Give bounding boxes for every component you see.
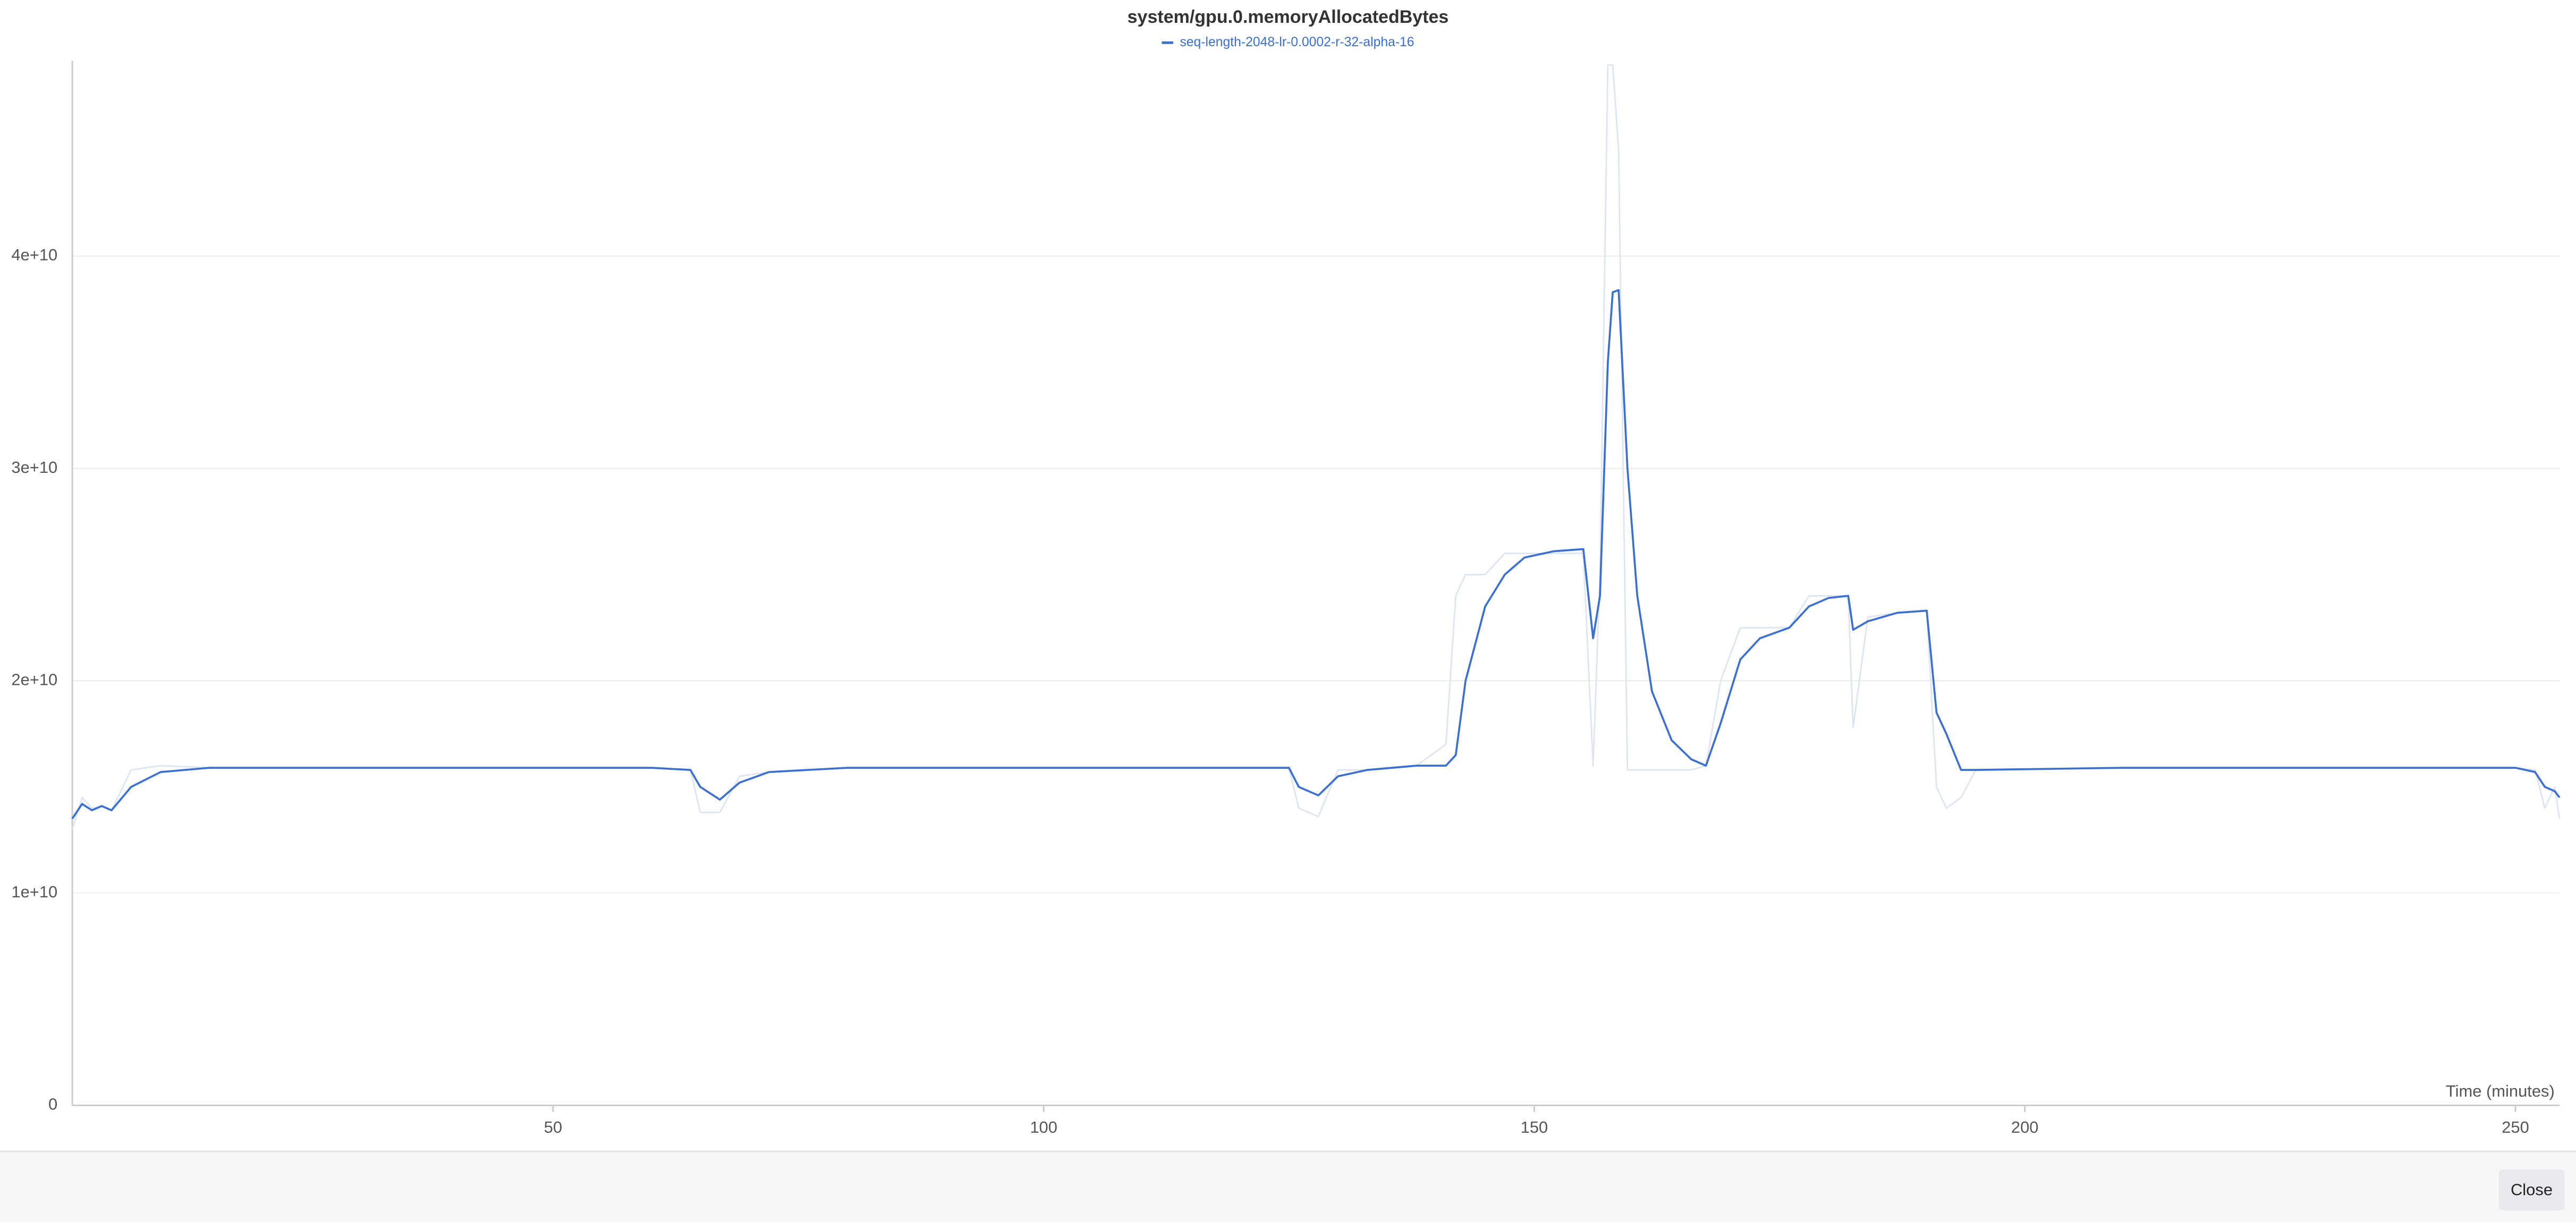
close-button-label[interactable]: Close [2511,1180,2553,1199]
x-tick-label: 50 [544,1118,562,1136]
y-tick-label: 0 [48,1095,57,1114]
y-tick-label: 1e+10 [11,882,57,901]
x-tick-label: 250 [2502,1118,2529,1136]
y-tick-label: 3e+10 [11,458,57,477]
x-tick-label: 100 [1030,1118,1057,1136]
legend-item: seq-length-2048-lr-0.0002-r-32-alpha-16 [1162,35,1414,49]
chart-title: system/gpu.0.memoryAllocatedBytes [1128,7,1449,27]
footer-bar [0,1151,2576,1222]
series-line [71,289,2561,820]
x-axis-label: Time (minutes) [2446,1082,2555,1100]
y-tick-label: 2e+10 [11,670,57,689]
legend-label: seq-length-2048-lr-0.0002-r-32-alpha-16 [1180,35,1414,49]
x-tick-label: 200 [2011,1118,2039,1136]
y-tick-label: 4e+10 [11,245,57,264]
close-button[interactable]: Close [2498,1169,2565,1211]
close-button-bg[interactable] [2498,1169,2565,1211]
x-tick-label: 150 [1521,1118,1548,1136]
